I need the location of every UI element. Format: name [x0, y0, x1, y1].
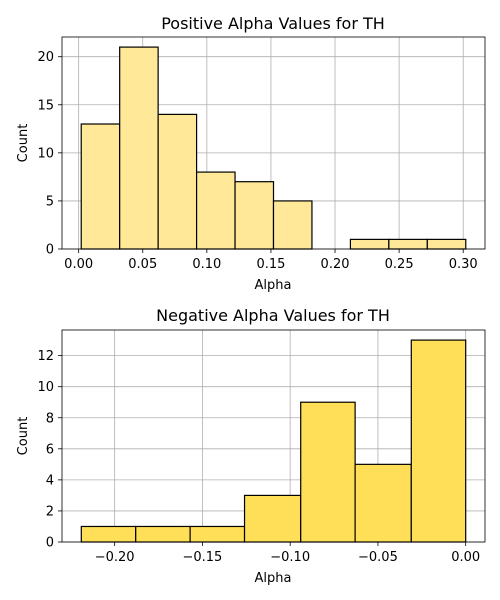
- y-tick-label: 15: [37, 98, 54, 113]
- histogram-bar: [189, 525, 246, 543]
- x-tick-label: −0.20: [95, 550, 135, 565]
- y-tick-label: 10: [37, 380, 54, 395]
- y-tick-label: 10: [37, 146, 54, 161]
- x-tick-label: 0.10: [192, 257, 221, 272]
- y-axis-label: Count: [16, 124, 31, 163]
- histogram-bar: [272, 200, 313, 250]
- y-tick-label: 8: [46, 411, 54, 426]
- x-tick-label: −0.10: [270, 550, 310, 565]
- x-tick-label: 0.15: [256, 257, 285, 272]
- histogram-bar: [234, 181, 275, 250]
- histogram-bar: [300, 401, 356, 543]
- histogram-bar: [388, 238, 428, 250]
- y-tick-label: 0: [46, 536, 54, 551]
- histogram-bar: [354, 463, 412, 543]
- histogram-bar: [80, 123, 121, 250]
- y-tick-label: 4: [46, 473, 54, 488]
- x-tick-label: 0.20: [321, 257, 350, 272]
- x-tick-label: −0.05: [358, 550, 398, 565]
- chart-title: Positive Alpha Values for TH: [161, 14, 385, 33]
- x-tick-label: 0.00: [64, 257, 93, 272]
- x-axis-label: Alpha: [255, 571, 292, 586]
- y-tick-label: 6: [46, 442, 54, 457]
- x-tick-label: 0.00: [451, 550, 480, 565]
- histogram-bar: [119, 46, 159, 250]
- y-tick-label: 2: [46, 504, 54, 519]
- x-axis-label: Alpha: [255, 278, 292, 293]
- histogram-bar: [243, 494, 302, 543]
- y-tick-label: 5: [46, 194, 54, 209]
- y-axis-label: Count: [16, 417, 31, 456]
- histogram-bar: [80, 525, 137, 543]
- chart-negative-alpha: Negative Alpha Values for TH −0.20 −0.15 −…: [16, 306, 486, 586]
- x-tick-label: 0.05: [128, 257, 157, 272]
- histogram-bar: [135, 525, 191, 543]
- histogram-bar: [195, 171, 236, 250]
- y-tick-label: 20: [37, 50, 54, 65]
- chart-title: Negative Alpha Values for TH: [156, 306, 390, 325]
- histogram-bar: [349, 238, 390, 250]
- x-tick-label: 0.30: [449, 257, 478, 272]
- x-tick-label: 0.25: [385, 257, 414, 272]
- histogram-bar: [426, 238, 467, 250]
- y-tick-label: 0: [46, 243, 54, 258]
- x-tick-label: −0.15: [182, 550, 222, 565]
- histogram-bar: [410, 339, 467, 543]
- y-tick-label: 12: [37, 349, 54, 364]
- chart-positive-alpha: Positive Alpha Values for TH 0.00 0.05 0.1…: [16, 14, 486, 293]
- plot-frame: [61, 329, 486, 543]
- plot-frame: [61, 36, 486, 250]
- histogram-bar: [157, 113, 198, 250]
